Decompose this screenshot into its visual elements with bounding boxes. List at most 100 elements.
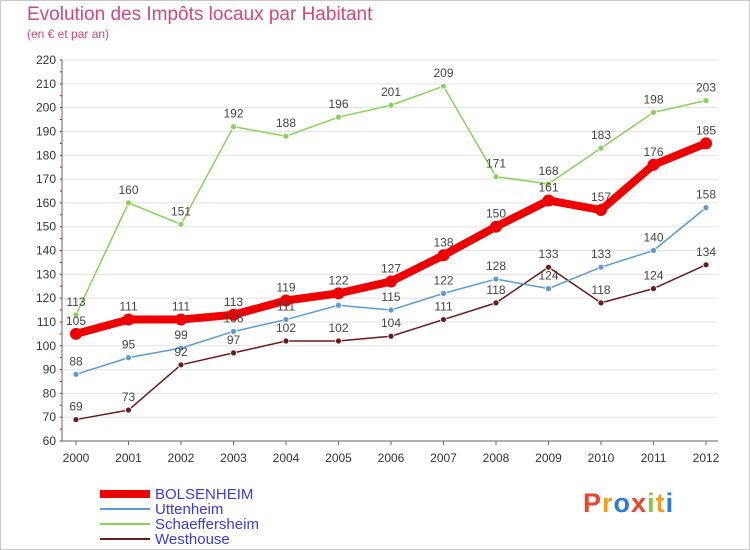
data-label-uttenheim: 115 (381, 290, 400, 304)
data-point-bolsenheim (647, 158, 660, 171)
x-tick-label: 2007 (430, 451, 457, 465)
data-label-bolsenheim: 157 (591, 190, 611, 204)
data-label-westhouse: 69 (69, 400, 83, 414)
x-tick-label: 2003 (220, 451, 247, 465)
x-tick-label: 2001 (115, 451, 142, 465)
data-label-westhouse: 118 (486, 283, 505, 297)
data-label-schaeffersheim: 192 (223, 107, 243, 121)
data-label-uttenheim: 140 (643, 231, 663, 245)
data-point-uttenheim (650, 247, 657, 254)
y-tick-label: 170 (36, 172, 56, 186)
data-label-schaeffersheim: 203 (696, 80, 716, 94)
data-point-westhouse (492, 299, 500, 307)
data-point-schaeffersheim (492, 173, 500, 181)
data-label-schaeffersheim: 168 (538, 164, 558, 178)
data-point-bolsenheim (437, 249, 450, 262)
data-label-bolsenheim: 150 (486, 207, 506, 221)
data-point-westhouse (125, 406, 132, 414)
data-label-westhouse: 104 (381, 316, 401, 330)
y-tick-label: 80 (43, 386, 57, 400)
data-point-bolsenheim (385, 275, 397, 288)
x-tick-label: 2000 (63, 451, 90, 465)
y-tick-label: 210 (36, 77, 56, 91)
x-tick-label: 2008 (483, 451, 510, 465)
legend-label-bolsenheim: BOLSENHEIM (155, 486, 253, 503)
data-point-westhouse (282, 337, 290, 345)
data-label-uttenheim: 124 (538, 269, 558, 283)
data-label-schaeffersheim: 201 (381, 85, 401, 99)
data-label-schaeffersheim: 188 (276, 116, 296, 130)
legend-label-uttenheim: Uttenheim (155, 501, 223, 518)
data-point-westhouse (545, 263, 552, 271)
data-point-bolsenheim (175, 313, 187, 326)
data-label-westhouse: 111 (434, 300, 453, 314)
data-label-bolsenheim: 122 (328, 273, 348, 287)
data-label-westhouse: 102 (328, 321, 348, 335)
data-label-schaeffersheim: 160 (118, 183, 138, 197)
data-point-westhouse (597, 299, 605, 307)
logo-letter: i (665, 488, 675, 518)
data-point-westhouse (230, 349, 237, 357)
data-label-bolsenheim: 113 (224, 295, 243, 309)
data-label-schaeffersheim: 209 (433, 66, 453, 80)
x-tick-label: 2004 (273, 451, 300, 465)
y-tick-label: 190 (36, 124, 56, 138)
data-label-schaeffersheim: 151 (171, 204, 191, 218)
data-label-uttenheim: 88 (69, 354, 83, 368)
data-point-bolsenheim (280, 294, 292, 307)
data-point-bolsenheim (227, 308, 240, 321)
data-point-westhouse (72, 416, 80, 423)
data-point-uttenheim (335, 301, 342, 309)
x-tick-label: 2006 (378, 451, 405, 465)
data-point-schaeffersheim (335, 113, 342, 121)
data-point-uttenheim (387, 306, 395, 314)
data-point-uttenheim (230, 328, 237, 335)
data-point-bolsenheim (490, 220, 502, 233)
y-tick-label: 100 (36, 339, 56, 353)
x-tick-label: 2012 (693, 451, 720, 465)
data-label-uttenheim: 133 (591, 247, 611, 261)
data-point-uttenheim (702, 204, 710, 212)
data-label-uttenheim: 99 (174, 328, 188, 342)
data-point-westhouse (335, 337, 342, 345)
x-tick-label: 2011 (641, 451, 667, 465)
legend-label-westhouse: Westhouse (155, 531, 230, 548)
data-label-uttenheim: 128 (486, 259, 506, 273)
data-label-westhouse: 118 (591, 283, 610, 297)
data-point-schaeffersheim (650, 108, 657, 116)
y-tick-label: 200 (36, 101, 56, 115)
y-tick-label: 90 (43, 363, 57, 377)
y-tick-label: 130 (36, 267, 56, 281)
data-point-westhouse (387, 332, 395, 340)
data-point-schaeffersheim (545, 180, 552, 188)
data-label-bolsenheim: 185 (696, 123, 716, 137)
data-point-westhouse (702, 261, 710, 269)
data-label-bolsenheim: 127 (381, 261, 401, 275)
y-tick-label: 120 (36, 291, 56, 305)
data-point-uttenheim (72, 370, 80, 378)
data-point-schaeffersheim (177, 220, 185, 228)
data-label-uttenheim: 111 (277, 300, 296, 314)
data-point-uttenheim (177, 344, 185, 352)
data-point-bolsenheim (70, 327, 82, 340)
data-point-westhouse (650, 285, 657, 293)
data-label-bolsenheim: 119 (276, 281, 295, 295)
data-label-uttenheim: 122 (433, 273, 453, 287)
y-tick-label: 70 (43, 410, 57, 424)
data-point-bolsenheim (595, 204, 607, 217)
data-point-uttenheim (597, 263, 605, 271)
data-point-schaeffersheim (387, 101, 395, 109)
data-label-uttenheim: 95 (122, 338, 136, 352)
data-point-uttenheim (440, 289, 447, 297)
data-label-schaeffersheim: 171 (486, 157, 506, 171)
data-point-uttenheim (492, 275, 500, 283)
y-tick-label: 60 (43, 434, 57, 448)
proxiti-logo: Proxiti (583, 488, 674, 519)
chart-title: Evolution des Impôts locaux par Habitant (27, 4, 373, 25)
logo-letter: r (602, 488, 614, 518)
data-label-westhouse: 97 (227, 333, 241, 347)
data-point-schaeffersheim (125, 199, 132, 207)
data-label-bolsenheim: 161 (538, 180, 558, 194)
y-tick-label: 150 (36, 220, 56, 234)
